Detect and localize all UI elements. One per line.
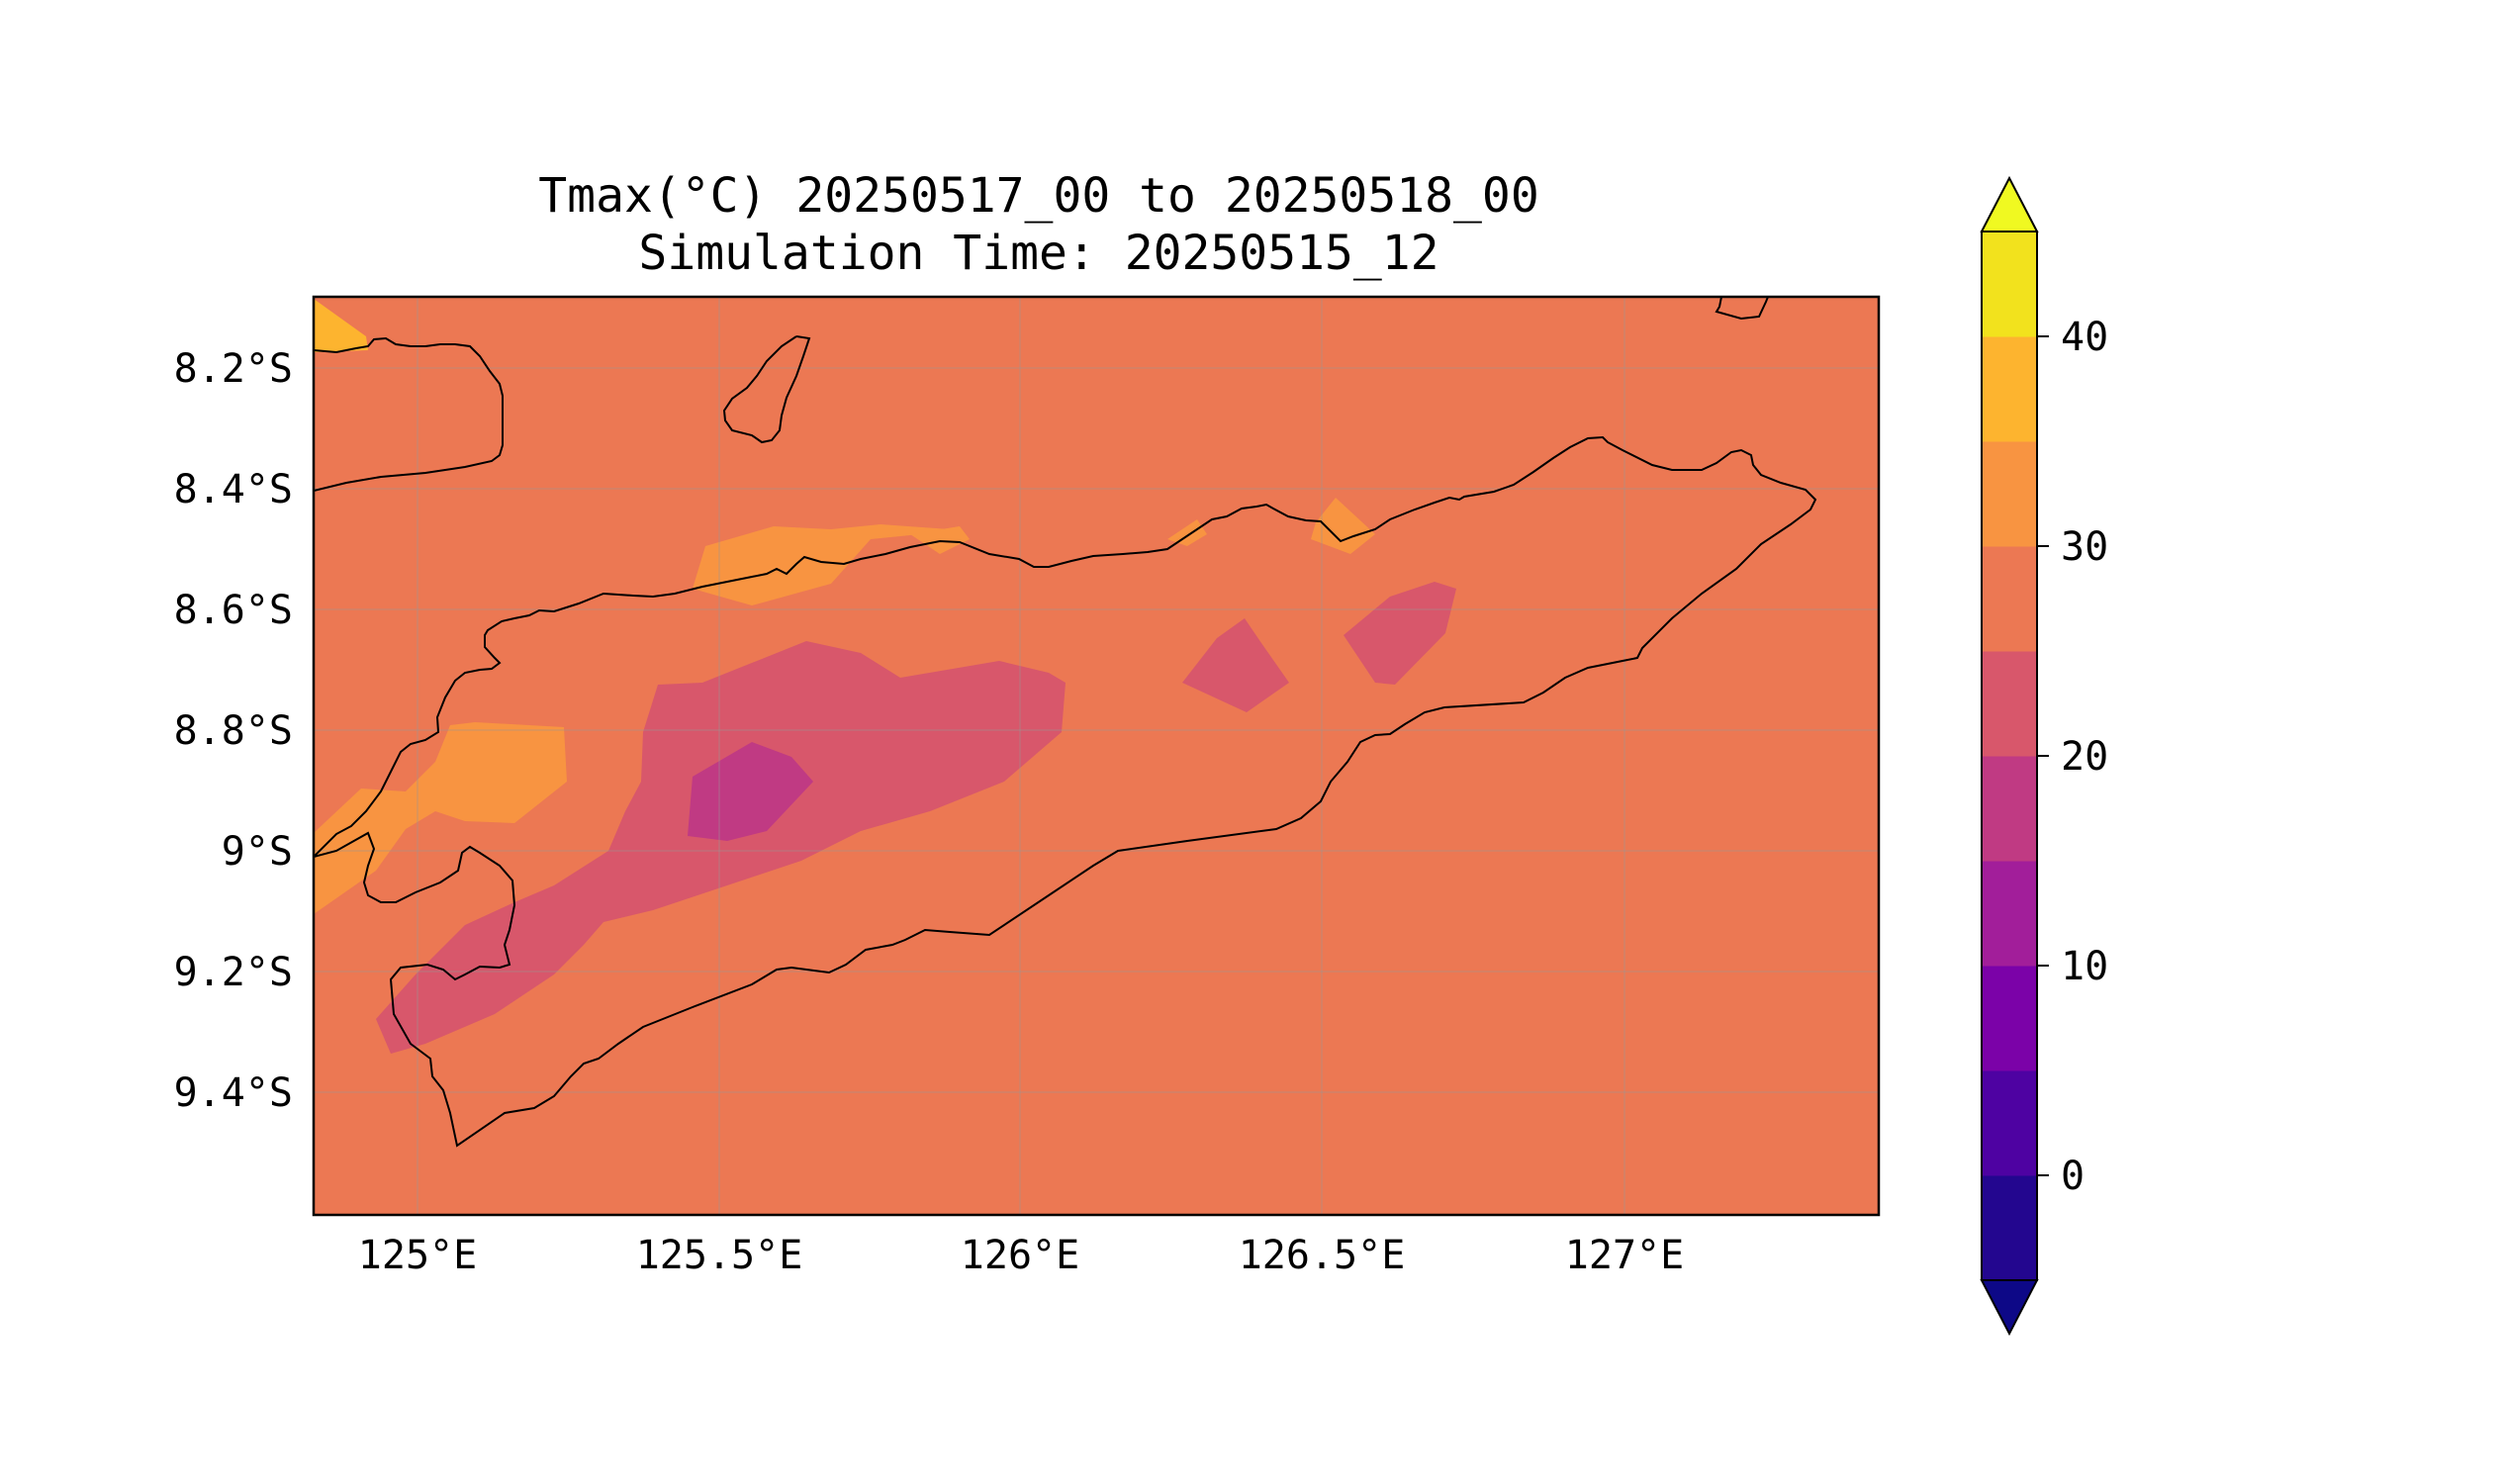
y-tick-label: 8.8°S xyxy=(174,708,293,754)
colorbar-extend-min xyxy=(1980,1279,2039,1337)
coastline-island-nw xyxy=(314,336,504,492)
colorbar-segment xyxy=(1982,1070,2037,1176)
map-panel xyxy=(314,297,1879,1215)
temperature-region-15-20 xyxy=(688,742,813,841)
x-axis: 125°E 125.5°E 126°E 126.5°E 127°E xyxy=(358,1233,1684,1278)
colorbar-segment xyxy=(1982,1175,2037,1281)
temperature-field-background xyxy=(314,297,1879,1215)
temperature-region-20-25-east2 xyxy=(1344,582,1456,685)
map-gridlines xyxy=(314,297,1879,1215)
y-tick-label: 9°S xyxy=(222,829,293,875)
x-tick-label: 126°E xyxy=(961,1233,1079,1278)
colorbar-segment xyxy=(1982,966,2037,1071)
temperature-region-30-35-west xyxy=(314,722,567,914)
colorbar-tick-label: 40 xyxy=(2061,315,2108,360)
colorbar-segment xyxy=(1982,651,2037,757)
colorbar-segment xyxy=(1982,861,2037,967)
colorbar-tick-label: 30 xyxy=(2061,524,2108,570)
y-axis: 8.2°S 8.4°S 8.6°S 8.8°S 9°S 9.2°S 9.4°S xyxy=(174,346,293,1116)
y-tick-label: 9.2°S xyxy=(174,950,293,995)
coastlines xyxy=(314,297,1817,1148)
temperature-region-35-40-nw xyxy=(314,299,368,352)
colorbar-segment xyxy=(1982,546,2037,652)
x-tick-label: 126.5°E xyxy=(1239,1233,1406,1278)
y-tick-label: 9.4°S xyxy=(174,1070,293,1116)
colorbar-tick-label: 10 xyxy=(2061,944,2108,989)
coastline-island-atauro xyxy=(722,335,811,444)
coastline-island-ne xyxy=(1715,297,1769,321)
temperature-region-30-35-north xyxy=(693,524,960,605)
colorbar-extend-max xyxy=(1980,175,2039,232)
temperature-region-20-25-central xyxy=(376,641,1066,1054)
temperature-region-30-35-east2 xyxy=(1167,519,1207,546)
temperature-region-30-35-east xyxy=(1311,498,1375,554)
coastline-timor xyxy=(314,435,1817,1148)
colorbar-segment xyxy=(1982,232,2037,337)
map-subtitle: Simulation Time: 20250515_12 xyxy=(638,226,1438,281)
colorbar-tick-label: 20 xyxy=(2061,734,2108,780)
colorbar: 0 10 20 30 40 xyxy=(1980,175,2108,1337)
y-tick-label: 8.2°S xyxy=(174,346,293,392)
y-tick-label: 8.6°S xyxy=(174,588,293,633)
map-title: Tmax(°C) 20250517_00 to 20250518_00 xyxy=(538,168,1538,224)
colorbar-segment xyxy=(1982,441,2037,547)
x-tick-label: 125.5°E xyxy=(636,1233,803,1278)
y-tick-label: 8.4°S xyxy=(174,467,293,512)
x-tick-label: 127°E xyxy=(1565,1233,1684,1278)
x-tick-label: 125°E xyxy=(358,1233,477,1278)
colorbar-segment xyxy=(1982,756,2037,862)
map-frame xyxy=(312,295,1881,1217)
colorbar-segment xyxy=(1982,336,2037,442)
colorbar-tick-label: 0 xyxy=(2061,1154,2085,1199)
temperature-region-20-25-east1 xyxy=(1182,618,1289,712)
